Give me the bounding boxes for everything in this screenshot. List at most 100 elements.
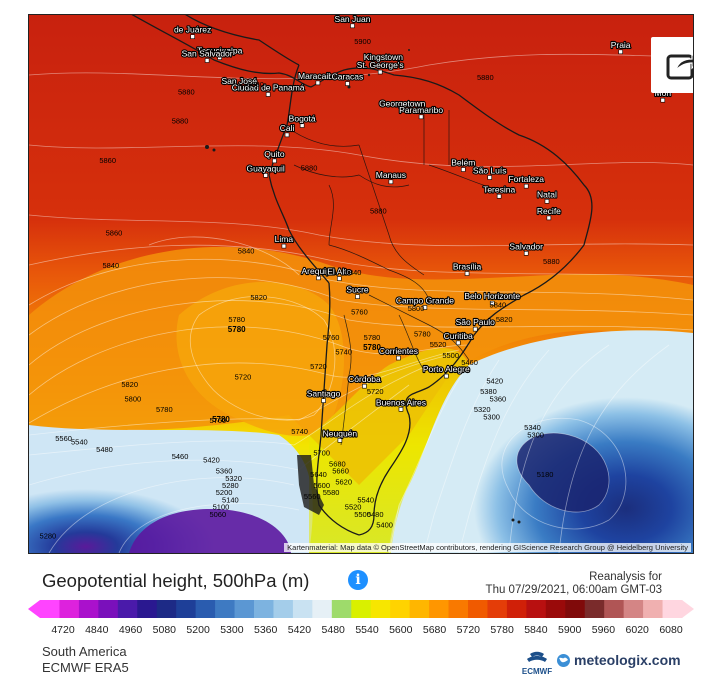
city-marker	[337, 438, 343, 443]
city-marker	[546, 215, 552, 221]
city-label: Curitiba	[444, 331, 474, 341]
city-label: Belo Horizonte	[464, 291, 520, 301]
pacific-coast-north	[268, 64, 330, 284]
city-label: Caracas	[332, 72, 364, 82]
contour-label: 5580	[323, 488, 340, 497]
city-marker	[418, 114, 424, 120]
contour-label: 5320	[474, 405, 491, 414]
contour-label: 5760	[323, 333, 340, 342]
city-label: San José	[221, 76, 257, 86]
contour-label: 5840	[102, 261, 119, 270]
ecmwf-logo[interactable]: ECMWF	[520, 651, 554, 677]
contour-lines	[29, 53, 693, 553]
colorbar-tick-label: 5420	[287, 624, 312, 636]
contour-label: 5400	[376, 521, 393, 530]
contour-label: 5740	[335, 347, 352, 356]
contour-label: 5860	[106, 228, 123, 237]
city-label: Cali	[280, 123, 295, 133]
city-marker	[377, 69, 383, 75]
city-label: El Alto	[327, 267, 351, 277]
contour-label: 5340	[524, 423, 541, 432]
colorbar-tick-label: 5080	[152, 624, 177, 636]
colorbar-segment	[292, 600, 313, 618]
city-marker	[315, 80, 321, 86]
colorbar-segment	[409, 600, 430, 618]
city-label: Guayaquil	[247, 163, 285, 173]
colorbar-segment	[234, 600, 255, 618]
colorbar-tick-label: 5780	[490, 624, 514, 636]
contour-label: 5460	[172, 452, 189, 461]
city-label: Recife	[537, 206, 561, 216]
city-marker	[190, 34, 195, 39]
contour-label: 5860	[99, 156, 116, 165]
country-borders	[283, 105, 500, 446]
colorbar-segment	[273, 600, 294, 618]
colorbar-segment	[604, 600, 625, 618]
ridge-core	[176, 281, 344, 436]
coastlines	[131, 15, 593, 536]
colorbar-segment	[643, 600, 664, 618]
colorbar-segment	[468, 600, 488, 618]
city-marker	[523, 251, 529, 256]
city-marker	[204, 58, 210, 63]
contour-label: 5780	[364, 333, 381, 342]
contour-label: 5840	[238, 246, 255, 255]
colorbar-tick-label: 5960	[591, 624, 616, 636]
contour-label: 5180	[537, 470, 554, 479]
city-label: Córdoba	[348, 374, 381, 384]
reanalysis-label: Reanalysis for	[589, 571, 662, 583]
city-marker	[281, 243, 287, 249]
city-label: Salvador	[509, 241, 543, 251]
colorbar-segment	[448, 600, 469, 618]
info-icon[interactable]: i	[348, 570, 368, 590]
contour-label: 5560	[304, 492, 321, 501]
contour-label: 5880	[247, 80, 264, 89]
city-marker	[316, 275, 321, 281]
colorbar-segment	[195, 600, 216, 618]
colorbar-segment	[662, 600, 683, 618]
chart-title: Geopotential height, 500hPa (m)	[42, 570, 310, 591]
map-panel[interactable]: Tegucigalpa San Salvador San José Ciudad de…	[28, 14, 694, 554]
colorbar-tick-label: 5600	[389, 624, 413, 636]
city-label: Sucre	[346, 285, 368, 295]
atlantic-coast-south	[358, 244, 585, 536]
city-marker	[464, 271, 470, 276]
city-marker	[618, 49, 623, 55]
reanalysis-date: Thu 07/29/2021, 06:00am GMT-03	[485, 584, 662, 596]
contour-label: 5900	[354, 37, 371, 46]
city-label: Brasília	[453, 262, 482, 272]
share-button[interactable]	[651, 37, 693, 93]
pacific-coast-south	[316, 282, 360, 536]
islands	[205, 49, 521, 524]
contour-label: 5540	[71, 438, 88, 447]
colorbar-tick-label: 4720	[51, 624, 75, 636]
city-marker	[299, 123, 305, 128]
colorbar-tick-label: 5720	[456, 624, 481, 636]
contour-label: 5140	[222, 495, 239, 504]
brand-name: meteologix.com	[574, 652, 681, 668]
city-label: Campo Grande	[396, 295, 454, 305]
city-marker	[398, 406, 404, 412]
brand-logo[interactable]: meteologix.com	[556, 652, 681, 668]
colorbar-segment	[254, 600, 274, 618]
contour-label: 5360	[216, 467, 233, 476]
colorbar-min-arrow	[28, 600, 40, 618]
colorbar-tick-label: 5900	[557, 624, 582, 636]
contour-label: 5460	[461, 358, 478, 367]
city-label: Neuquén	[323, 428, 358, 438]
contour-label: 5880	[370, 207, 387, 216]
city-label: Praia	[611, 40, 631, 50]
city-marker	[381, 61, 386, 67]
colorbar-tick-label: 6080	[659, 624, 683, 636]
contour-label: 5840	[345, 268, 362, 277]
contour-label: 5800	[125, 394, 142, 403]
contour-label: 5540	[357, 495, 374, 504]
contour-label: 5300	[483, 412, 500, 421]
contour-label: 5840	[490, 300, 507, 309]
city-marker	[489, 300, 495, 306]
contour-label: 5520	[345, 503, 362, 512]
city-marker	[265, 92, 271, 97]
colorbar-tick-label: 4840	[85, 624, 109, 636]
